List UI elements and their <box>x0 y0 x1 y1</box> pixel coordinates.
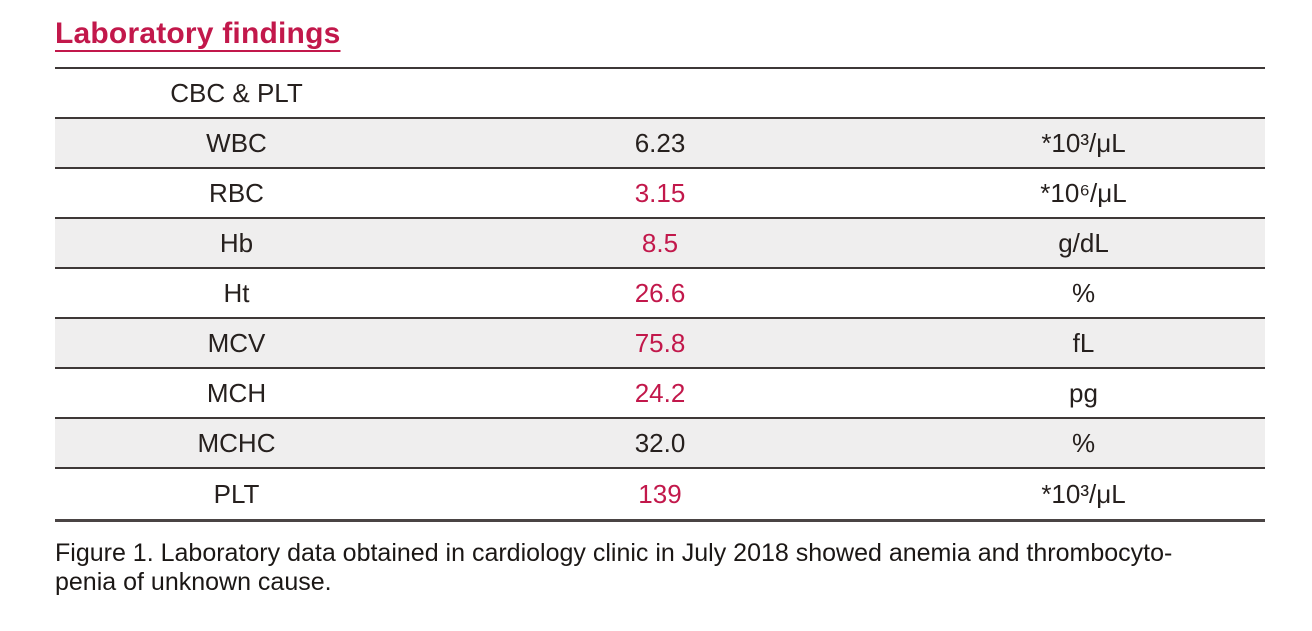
table-row-mchc: MCHC 32.0 % <box>55 419 1265 469</box>
table-row-rbc: RBC 3.15 *10⁶/μL <box>55 169 1265 219</box>
table-row-mch: MCH 24.2 pg <box>55 369 1265 419</box>
test-unit: *10⁶/μL <box>1040 177 1127 208</box>
test-name: WBC <box>206 127 267 158</box>
test-unit: pg <box>1069 377 1098 408</box>
test-name: MCHC <box>197 427 276 458</box>
table-row-ht: Ht 26.6 % <box>55 269 1265 319</box>
test-value: 6.23 <box>634 127 686 158</box>
lab-results-table: CBC & PLT WBC 6.23 *10³/μL RBC 3.15 *10⁶… <box>55 67 1265 522</box>
test-name: MCH <box>206 377 267 408</box>
figure-title: Laboratory findings <box>55 17 341 50</box>
test-unit: g/dL <box>1058 227 1109 258</box>
test-name: MCV <box>207 327 266 358</box>
table-group-header: CBC & PLT <box>170 77 303 108</box>
test-name: Ht <box>223 277 250 308</box>
test-value: 3.15 <box>634 177 686 208</box>
test-value: 26.6 <box>634 277 686 308</box>
figure-caption: Figure 1. Laboratory data obtained in ca… <box>55 539 1265 597</box>
table-row-mcv: MCV 75.8 fL <box>55 319 1265 369</box>
table-row-hb: Hb 8.5 g/dL <box>55 219 1265 269</box>
table-row-plt: PLT 139 *10³/μL <box>55 469 1265 519</box>
test-value: 24.2 <box>634 377 686 408</box>
test-name: RBC <box>209 177 264 208</box>
test-value: 32.0 <box>634 427 686 458</box>
test-unit: *10³/μL <box>1041 127 1126 158</box>
test-value: 75.8 <box>634 327 686 358</box>
test-name: PLT <box>213 478 260 509</box>
test-value: 139 <box>638 478 682 509</box>
test-value: 8.5 <box>641 227 679 258</box>
paper-figure: Laboratory findings CBC & PLT WBC 6.23 *… <box>55 16 1265 597</box>
table-body: WBC 6.23 *10³/μL RBC 3.15 *10⁶/μL Hb 8.5… <box>55 119 1265 519</box>
table-row-wbc: WBC 6.23 *10³/μL <box>55 119 1265 169</box>
test-unit: % <box>1071 277 1096 308</box>
caption-line-1: Figure 1. Laboratory data obtained in ca… <box>55 539 1173 567</box>
test-unit: fL <box>1072 327 1095 358</box>
test-name: Hb <box>219 227 254 258</box>
test-unit: *10³/μL <box>1041 478 1126 509</box>
test-unit: % <box>1071 427 1096 458</box>
table-header-row: CBC & PLT <box>55 69 1265 119</box>
caption-line-2: penia of unknown cause. <box>55 568 332 596</box>
